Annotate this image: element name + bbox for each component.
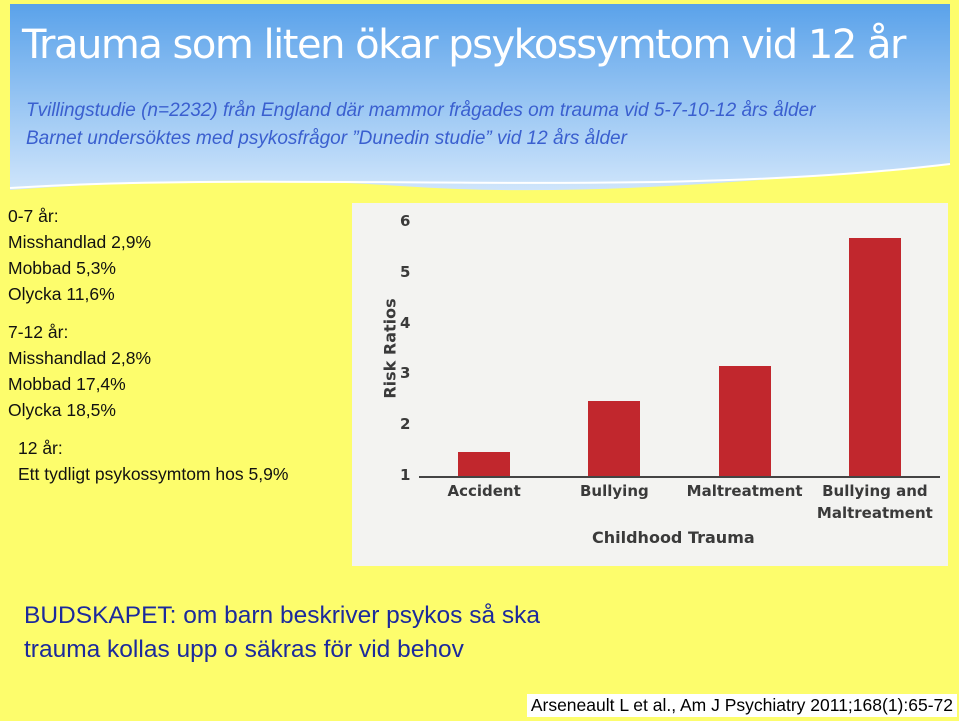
- y-tick-label: 2: [400, 415, 411, 434]
- note-item: Ett tydligt psykossymtom hos 5,9%: [18, 464, 289, 484]
- note-item: Olycka 11,6%: [8, 284, 115, 304]
- bar: [718, 365, 771, 476]
- x-tick-label: Maltreatment: [686, 482, 803, 500]
- x-tick-label: Bullying: [580, 482, 649, 500]
- note-group: 0-7 år: Misshandlad 2,9% Mobbad 5,3% Olycka…: [8, 203, 288, 307]
- x-tick-label: Accident: [447, 482, 521, 500]
- y-axis-title: Risk Ratios: [380, 298, 400, 399]
- header-band: [9, 4, 951, 191]
- bar: [848, 237, 901, 476]
- y-tick-label: 5: [400, 262, 411, 281]
- x-axis-title: Childhood Trauma: [592, 528, 755, 547]
- x-tick-label: Bullying and Maltreatment: [816, 482, 933, 522]
- slide-title: Trauma som liten ökar psykossymtom vid 1…: [22, 22, 906, 68]
- note-item: Mobbad 17,4%: [8, 374, 126, 394]
- note-item: Misshandlad 2,9%: [8, 232, 151, 252]
- message: trauma kollas upp o säkras för vid behov: [24, 636, 464, 663]
- note-item: Olycka 18,5%: [8, 400, 116, 420]
- y-tick-label: 4: [400, 313, 411, 332]
- note-group: 7-12 år: Misshandlad 2,8% Mobbad 17,4% Olyc…: [8, 319, 288, 423]
- y-tick-label: 6: [400, 212, 411, 231]
- note-group: 12 år: Ett tydligt psykossymtom hos 5,9%: [18, 435, 288, 487]
- note-heading: 0-7 år:: [8, 206, 59, 226]
- note-item: Misshandlad 2,8%: [8, 348, 151, 368]
- y-tick-label: 1: [400, 466, 411, 484]
- axis-line: [419, 476, 940, 478]
- note-heading: 12 år:: [18, 438, 63, 458]
- bar: [458, 452, 511, 476]
- y-tick-label: 3: [400, 364, 411, 383]
- message: BUDSKAPET: om barn beskriver psykos så s…: [24, 602, 541, 629]
- notes: 0-7 år: Misshandlad 2,9% Mobbad 5,3% Olycka…: [8, 203, 288, 499]
- note-heading: 7-12 år:: [8, 322, 69, 342]
- bar: [588, 400, 641, 476]
- subtitle: Barnet undersöktes med psykosfrågor ”Dun…: [26, 128, 627, 149]
- chart: 1 2 3 4 5 6 Risk Ratios Childhood Trauma Acciden…: [352, 203, 948, 566]
- subtitle: Tvillingstudie (n=2232) från England där…: [26, 100, 816, 121]
- note-item: Mobbad 5,3%: [8, 258, 116, 278]
- citation: Arseneault L et al., Am J Psychiatry 201…: [526, 694, 957, 717]
